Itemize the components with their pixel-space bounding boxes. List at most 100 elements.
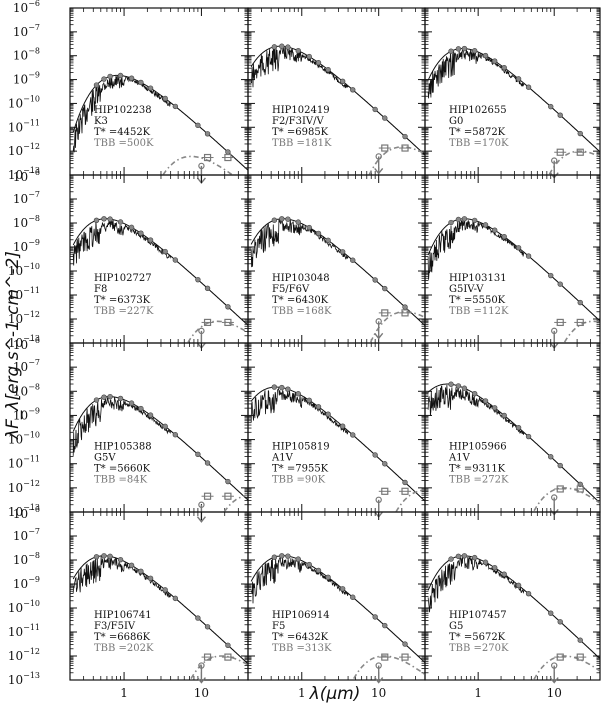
photometry-point	[147, 237, 154, 243]
photometry-point	[204, 460, 211, 466]
star-name-label: HIP103131	[449, 273, 507, 284]
photometry-point	[279, 43, 285, 49]
panel-frame	[69, 342, 249, 513]
x-axis-title: λ(μm)	[309, 684, 361, 703]
photometry-point	[402, 133, 408, 140]
photometry-point	[147, 412, 154, 418]
blackbody-temperature-label: TBB =112K	[449, 306, 509, 317]
photometry-point	[548, 103, 554, 110]
photometry-point	[204, 624, 211, 630]
photometry-point	[325, 574, 331, 581]
photometry-point	[350, 257, 356, 263]
star-name-label: HIP106914	[272, 610, 330, 621]
spectral-type-label: G0	[449, 116, 463, 127]
photometry-point	[204, 131, 211, 137]
photometry-point	[471, 390, 478, 397]
blackbody-temperature-label: TBB =270K	[449, 643, 509, 654]
photometry-point	[195, 122, 201, 129]
photometry-point	[525, 253, 532, 259]
photometry-point	[147, 85, 154, 91]
spectral-type-label: A1V	[448, 452, 471, 463]
photometry-point	[482, 559, 489, 565]
y-tick-label: 10−8	[13, 47, 40, 63]
photometry-point	[295, 391, 301, 397]
blackbody-temperature-label: TBB =313K	[272, 643, 332, 654]
blackbody-fit	[533, 487, 600, 512]
photometry-point	[101, 76, 107, 82]
photometry-point	[471, 48, 478, 54]
photometry-point	[548, 610, 554, 616]
spectral-type-label: K3	[94, 116, 108, 127]
photometry-point	[101, 394, 107, 400]
photometry-point	[107, 216, 113, 222]
blackbody-fit	[353, 655, 426, 679]
star-temperature-label: T* =6373K	[94, 295, 151, 306]
photometry-point	[548, 454, 554, 460]
y-tick-label: 10−9	[13, 71, 40, 87]
photometry-point	[501, 64, 507, 71]
x-tick-label: 1	[298, 686, 306, 700]
photometry-point	[315, 404, 322, 410]
photometry-point	[117, 395, 124, 402]
photometry-point	[138, 405, 144, 412]
blackbody-fit	[533, 655, 600, 680]
photometry-point	[515, 424, 522, 431]
star-name-label: HIP102655	[449, 105, 507, 116]
photometry-point	[471, 217, 478, 224]
photometry-point	[101, 553, 107, 559]
photometry-point	[402, 641, 408, 647]
star-name-label: HIP102727	[94, 273, 152, 284]
blackbody-fit	[190, 655, 248, 679]
blackbody-temperature-label: TBB =202K	[94, 643, 154, 654]
blackbody-fit	[548, 150, 600, 175]
photometry-point	[372, 106, 378, 113]
photometry-point	[461, 385, 468, 391]
photometry-point	[501, 571, 507, 577]
photometry-point	[350, 432, 356, 438]
photometry-point	[271, 554, 278, 560]
blackbody-temperature-label: TBB =90K	[272, 474, 326, 485]
spectral-type-label: F5	[272, 621, 285, 632]
photometry-point	[285, 44, 291, 50]
photometry-point	[306, 224, 312, 231]
panel-frame	[247, 342, 426, 513]
x-tick-label: 1	[120, 686, 128, 700]
photometry-point	[515, 245, 522, 251]
photometry-point	[325, 237, 331, 243]
photometry-point	[339, 586, 346, 592]
photometry-point	[204, 285, 211, 292]
photometry-point	[315, 230, 322, 237]
photometry-point	[147, 575, 154, 581]
photometry-point	[162, 95, 168, 102]
photometry-point	[525, 84, 532, 90]
blackbody-temperature-label: TBB =168K	[272, 306, 332, 317]
photometry-point	[491, 227, 498, 233]
photometry-point	[448, 48, 454, 54]
photometry-point	[172, 595, 179, 602]
photometry-point	[128, 75, 135, 81]
photometry-point	[315, 567, 322, 574]
y-tick-label: 10−6	[13, 505, 40, 521]
photometry-point	[117, 219, 124, 225]
spectral-type-label: F5/F6V	[272, 284, 310, 295]
photometry-point	[93, 554, 100, 560]
y-tick-label: 10−8	[13, 214, 40, 230]
spectral-type-label: G5	[449, 621, 463, 632]
photometry-point	[482, 222, 489, 228]
blackbody-fit	[395, 489, 425, 513]
photometry-point	[557, 112, 563, 118]
upper-limit-arrowhead	[374, 167, 384, 175]
x-tick-label: 10	[547, 686, 562, 700]
photometry-point	[455, 383, 462, 389]
photometry-point	[577, 637, 583, 643]
photometry-point	[350, 87, 356, 93]
photometry-point	[525, 590, 532, 597]
